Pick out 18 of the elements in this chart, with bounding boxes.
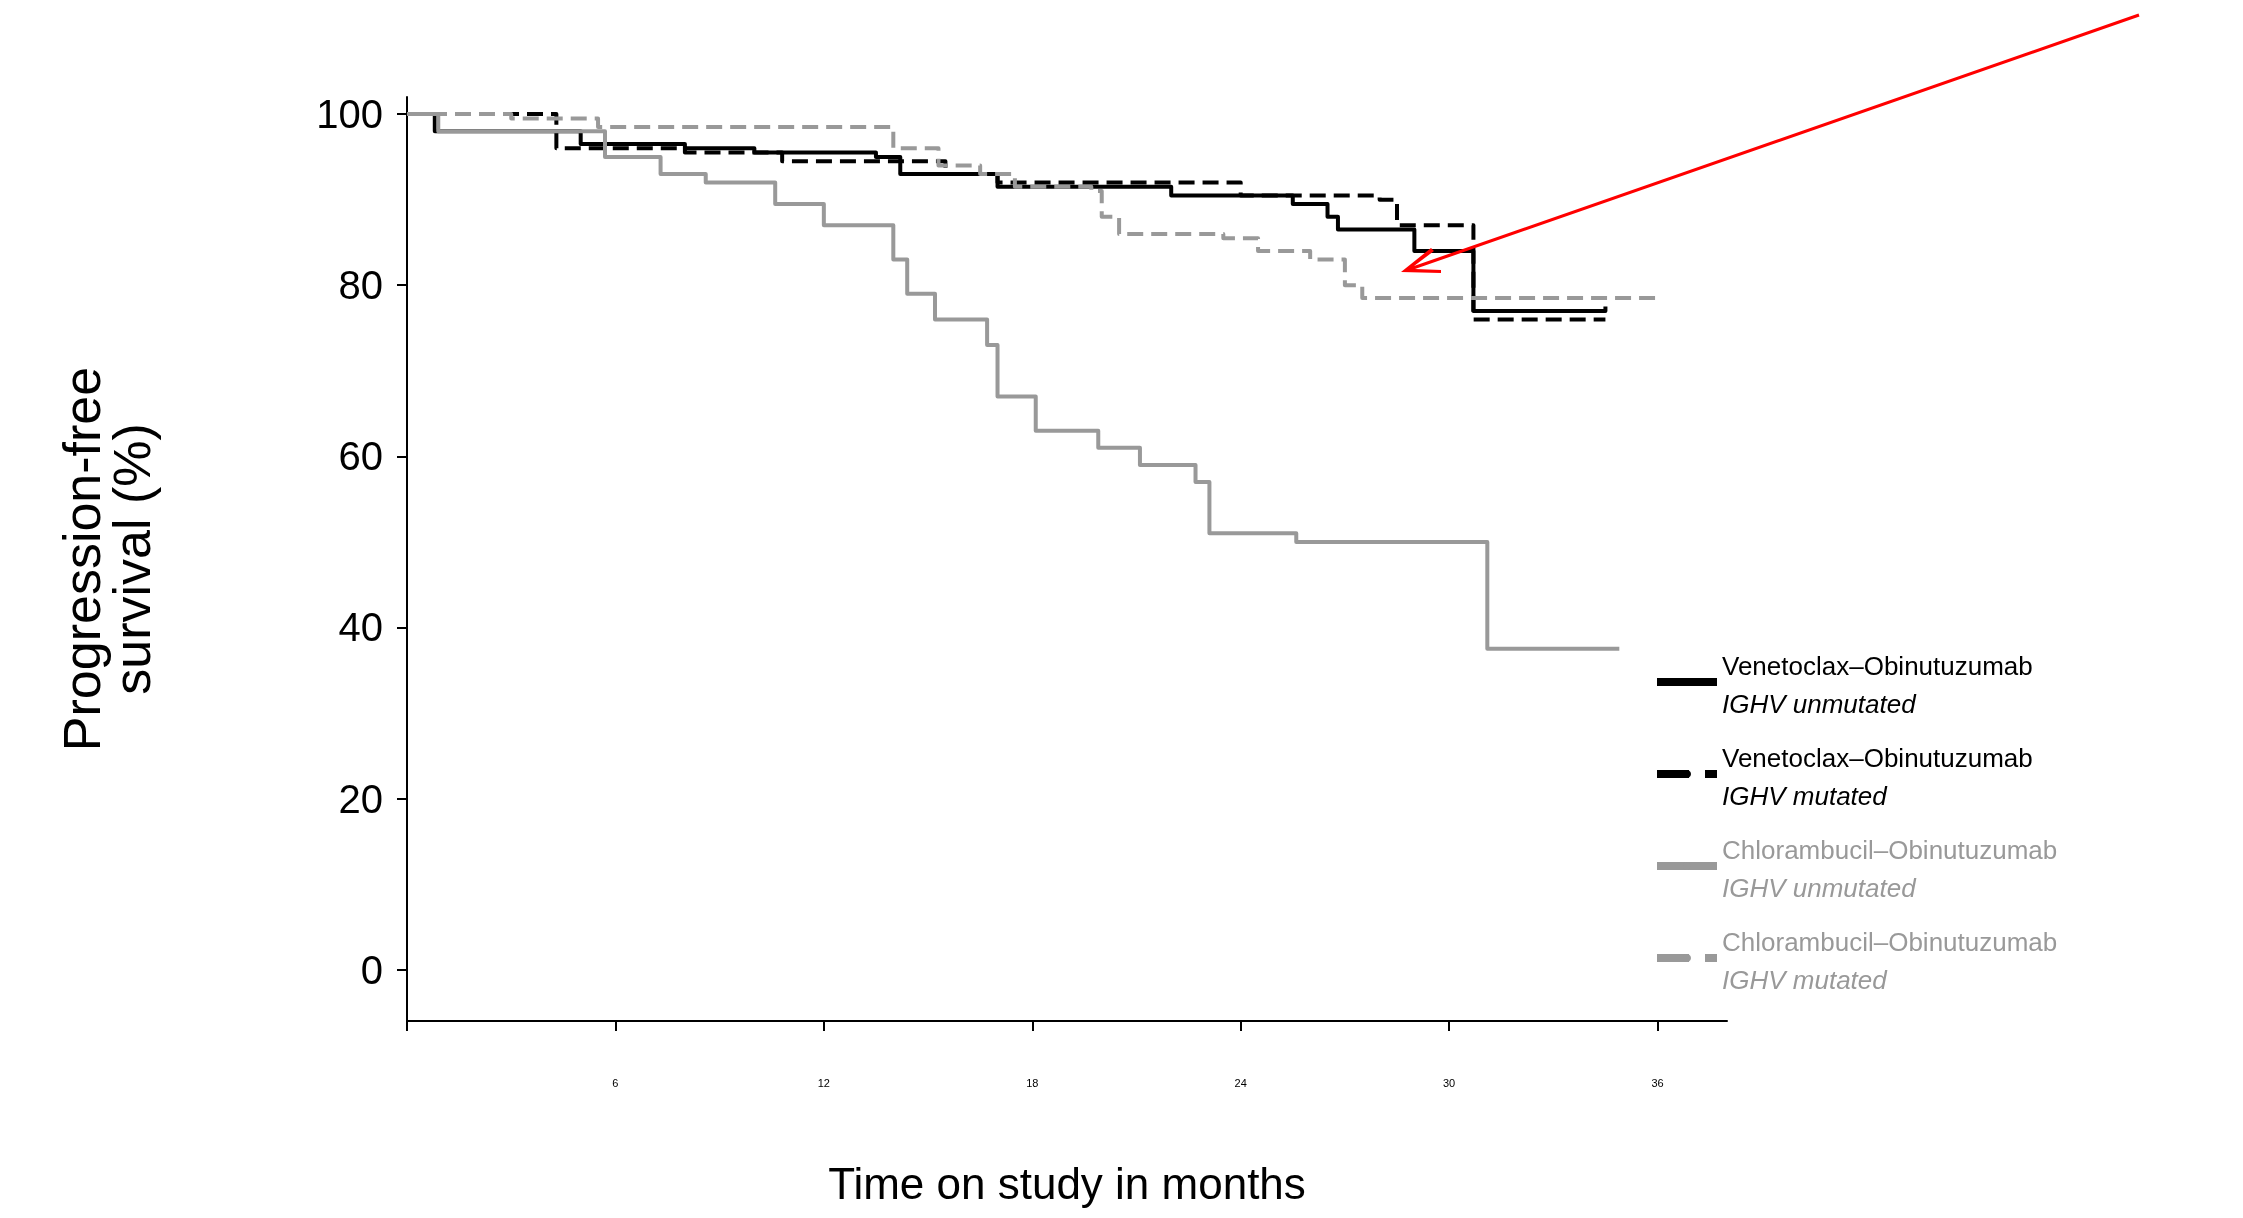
legend-label: Chlorambucil–Obinutuzumab IGHV unmutated (1722, 835, 2058, 903)
legend-label: Chlorambucil–Obinutuzumab IGHV mutated (1722, 927, 2058, 995)
x-tick-label: 30 (1442, 1076, 1456, 1089)
x-tick-label: 12 (817, 1076, 830, 1089)
legend-label: Venetoclax–Obinutuzumab IGHV mutated (1722, 743, 2033, 811)
x-tick-label: 24 (1234, 1076, 1247, 1089)
y-tick-label: 20 (338, 776, 383, 821)
y-axis-title: Progression-free survival (%) (53, 366, 161, 752)
x-tick-label: 18 (1026, 1076, 1039, 1089)
x-axis-title: Time on study in months (828, 1158, 1306, 1208)
x-tick-label: 6 (612, 1076, 619, 1089)
y-tick-label: 80 (338, 263, 383, 308)
y-tick-label: 60 (338, 434, 383, 479)
y-tick-label: 0 (360, 947, 383, 992)
y-tick-label: 100 (316, 92, 383, 137)
legend-label: Venetoclax–Obinutuzumab IGHV unmutated (1722, 651, 2033, 719)
x-tick-label: 36 (1651, 1076, 1664, 1089)
y-tick-label: 40 (338, 605, 383, 650)
